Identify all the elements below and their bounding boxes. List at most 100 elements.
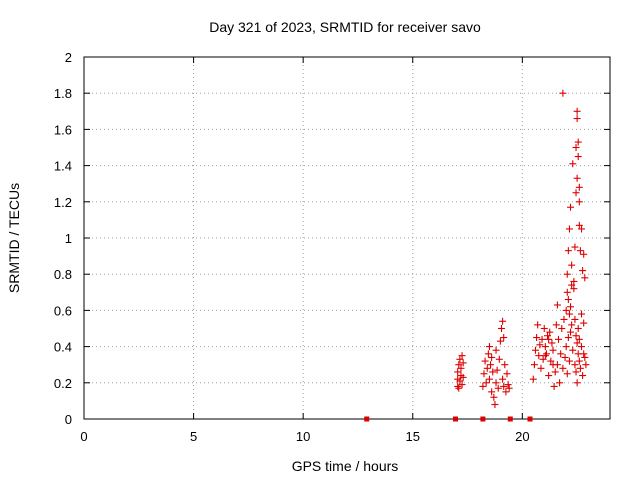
chart-title: Day 321 of 2023, SRMTID for receiver sav…	[209, 19, 481, 35]
data-point	[574, 325, 582, 332]
data-point	[480, 370, 488, 378]
data-point	[546, 328, 554, 336]
data-point	[559, 89, 567, 97]
data-point	[491, 401, 499, 409]
data-point	[502, 388, 510, 396]
y-tick-label: 1.6	[54, 122, 72, 137]
data-point	[536, 341, 544, 349]
data-point	[573, 339, 581, 347]
data-point	[507, 416, 513, 422]
y-tick-label: 0.8	[54, 267, 72, 282]
data-point	[550, 382, 558, 390]
data-point	[576, 247, 584, 255]
data-point	[572, 189, 580, 197]
data-point	[495, 355, 503, 363]
data-point	[565, 225, 573, 233]
data-point	[544, 332, 552, 340]
data-point	[548, 339, 556, 347]
data-point	[570, 285, 578, 293]
data-point	[496, 337, 504, 345]
data-point	[485, 343, 493, 351]
y-tick-label: 1.8	[54, 86, 72, 101]
data-point	[499, 375, 507, 383]
data-point	[479, 382, 487, 390]
data-point	[455, 384, 463, 392]
data-point	[573, 379, 581, 387]
data-point	[560, 315, 568, 323]
data-point	[563, 370, 571, 378]
data-point	[459, 359, 467, 367]
data-point	[539, 355, 547, 363]
data-point	[529, 375, 537, 383]
data-point	[481, 357, 489, 365]
data-point	[579, 267, 587, 275]
data-point	[488, 388, 496, 396]
data-point	[573, 107, 581, 115]
data-point	[501, 361, 509, 369]
data-point	[582, 361, 590, 369]
data-point	[567, 303, 575, 311]
data-point	[580, 250, 588, 258]
data-point	[483, 364, 491, 372]
data-point	[457, 364, 465, 372]
data-point	[581, 274, 589, 282]
data-point	[545, 372, 553, 380]
data-point	[488, 353, 496, 361]
data-point	[498, 325, 506, 332]
data-point	[564, 247, 572, 255]
y-tick-label: 1	[65, 231, 72, 246]
data-point	[572, 144, 580, 151]
data-point	[557, 350, 565, 358]
data-point	[500, 334, 508, 342]
data-point	[571, 243, 579, 251]
data-point	[562, 343, 570, 351]
data-points	[364, 89, 590, 422]
data-point	[568, 281, 576, 289]
y-tick-label: 0.2	[54, 376, 72, 391]
y-tick-label: 0	[65, 412, 72, 427]
data-point	[494, 384, 502, 392]
data-point	[568, 321, 576, 329]
data-point	[571, 315, 579, 323]
grid	[84, 57, 610, 419]
data-point	[545, 335, 553, 343]
x-tick-label: 10	[296, 429, 310, 444]
data-point	[573, 174, 581, 182]
data-point	[542, 350, 550, 358]
data-point	[480, 416, 486, 422]
data-point	[531, 346, 539, 354]
data-point	[482, 379, 490, 387]
data-point	[578, 343, 586, 351]
data-point	[551, 368, 559, 376]
data-point	[571, 361, 579, 369]
y-axis-label: SRMTID / TECUs	[6, 183, 22, 293]
data-point	[549, 361, 557, 369]
data-point	[574, 153, 582, 161]
data-point	[541, 343, 549, 351]
data-point	[540, 325, 548, 332]
data-point	[575, 183, 583, 191]
data-point	[456, 355, 464, 363]
data-point	[575, 221, 583, 229]
data-point	[505, 384, 513, 392]
data-point	[484, 350, 492, 358]
y-tick-label: 1.4	[54, 159, 72, 174]
data-point	[581, 353, 589, 361]
data-point	[563, 270, 571, 278]
data-point	[567, 203, 575, 211]
data-point	[537, 364, 545, 372]
data-point	[492, 379, 500, 387]
data-point	[549, 346, 557, 354]
data-point	[456, 377, 464, 385]
x-tick-label: 0	[80, 429, 87, 444]
data-point	[564, 296, 572, 304]
data-point	[575, 198, 583, 206]
data-point	[578, 225, 586, 233]
x-tick-label: 20	[515, 429, 529, 444]
data-point	[455, 361, 463, 369]
data-point	[458, 352, 466, 360]
data-point	[552, 321, 560, 329]
data-point	[573, 115, 581, 123]
data-point	[487, 361, 495, 369]
